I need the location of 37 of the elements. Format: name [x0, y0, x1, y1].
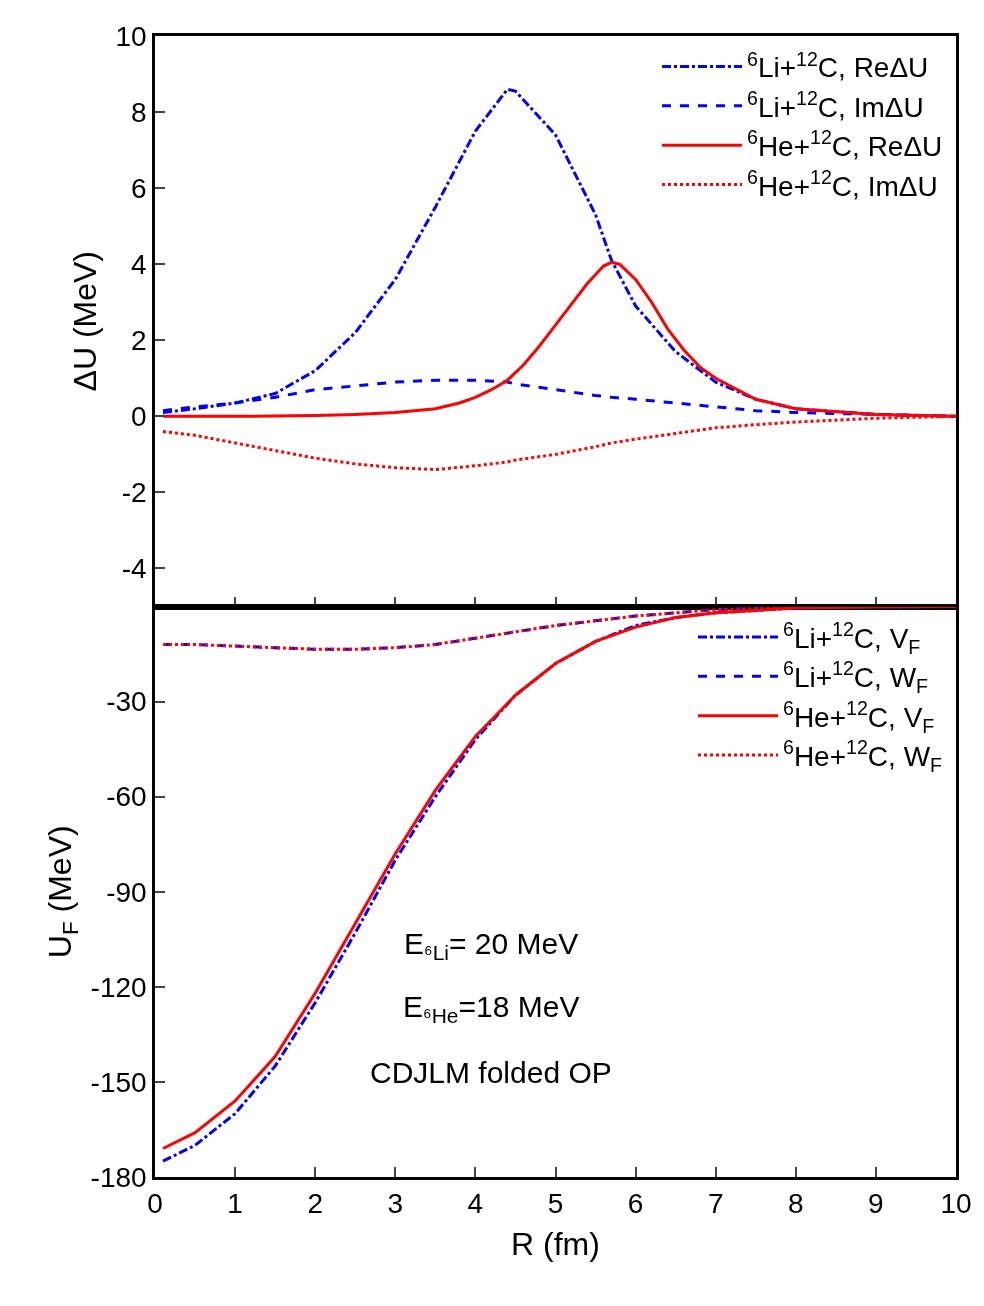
y-tick-label: 2: [131, 325, 147, 357]
y-tick-label: 0: [131, 401, 147, 433]
y-tick-label: -30: [106, 686, 147, 718]
x-tick-label: 5: [547, 1188, 564, 1220]
annotation: CDJLM folded OP: [370, 1056, 612, 1089]
y-tick-label: -4: [121, 553, 147, 585]
x-tick-label: 4: [467, 1188, 484, 1220]
y-tick-label: 4: [131, 249, 147, 280]
annotation: E$_{⁶He}$=18 MeV: [403, 990, 580, 1028]
y-tick-label: -90: [106, 876, 147, 908]
legend-label: $^{6}$Li+$^{12}$C, ReΔU: [746, 47, 929, 84]
legend-label: $^{6}$Li+$^{12}$C, ImΔU: [746, 86, 924, 123]
annotation: E$_{⁶Li}$= 20 MeV: [404, 927, 579, 965]
x-tick-label: 10: [940, 1188, 972, 1220]
x-tick-label: 9: [868, 1188, 884, 1220]
x-tick-label: 3: [387, 1188, 404, 1220]
y-tick-label: -60: [106, 781, 147, 813]
legend-label: $^{6}$He+$^{12}$C, ReΔU: [746, 126, 943, 163]
legend-label: $^{6}$Li+$^{12}$C, V$_{F}$: [782, 618, 921, 658]
x-axis-title: R (fm): [511, 1226, 600, 1263]
x-tick-label: 6: [627, 1188, 644, 1220]
x-tick-label: 1: [227, 1188, 243, 1220]
legend-label: $^{6}$He+$^{12}$C, W$_{F}$: [782, 736, 943, 776]
y-tick-label: 8: [131, 96, 147, 128]
y-tick-label: 10: [115, 20, 147, 52]
y-tick-label: -2: [121, 477, 147, 509]
legend-label: $^{6}$Li+$^{12}$C, W$_{F}$: [782, 657, 929, 698]
legend-label: $^{6}$He+$^{12}$C, ImΔU: [746, 165, 938, 202]
y-axis-title: ΔU (MeV): [66, 251, 103, 392]
y-tick-label: -120: [90, 971, 147, 1003]
x-tick-label: 7: [707, 1188, 724, 1220]
y-tick-label: 6: [131, 172, 147, 204]
y-tick-label: -180: [90, 1161, 147, 1193]
x-tick-label: 8: [788, 1188, 804, 1220]
y-tick-label: -150: [90, 1066, 147, 1098]
x-tick-label: 2: [307, 1188, 323, 1220]
legend-label: $^{6}$He+$^{12}$C, V$_{F}$: [782, 696, 935, 737]
